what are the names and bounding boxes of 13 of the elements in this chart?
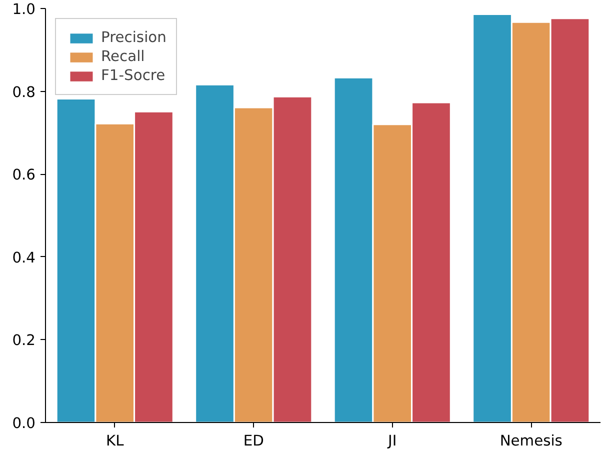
legend-label: Recall bbox=[101, 48, 145, 65]
x-tick-label: ED bbox=[243, 432, 264, 450]
y-tick-label: 0.0 bbox=[12, 415, 36, 432]
y-tick-label: 0.8 bbox=[12, 84, 36, 101]
x-tick-label: Nemesis bbox=[500, 432, 562, 450]
y-tick-label: 0.6 bbox=[12, 166, 36, 184]
legend-label: F1-Socre bbox=[101, 67, 166, 84]
y-tick-label: 0.2 bbox=[12, 332, 36, 350]
x-tick-label: KL bbox=[106, 432, 125, 450]
y-tick-label: 0.4 bbox=[12, 249, 36, 266]
y-tick-label: 1.0 bbox=[12, 1, 36, 18]
x-tick-label: JI bbox=[387, 432, 397, 450]
legend-label: Precision bbox=[101, 29, 166, 46]
